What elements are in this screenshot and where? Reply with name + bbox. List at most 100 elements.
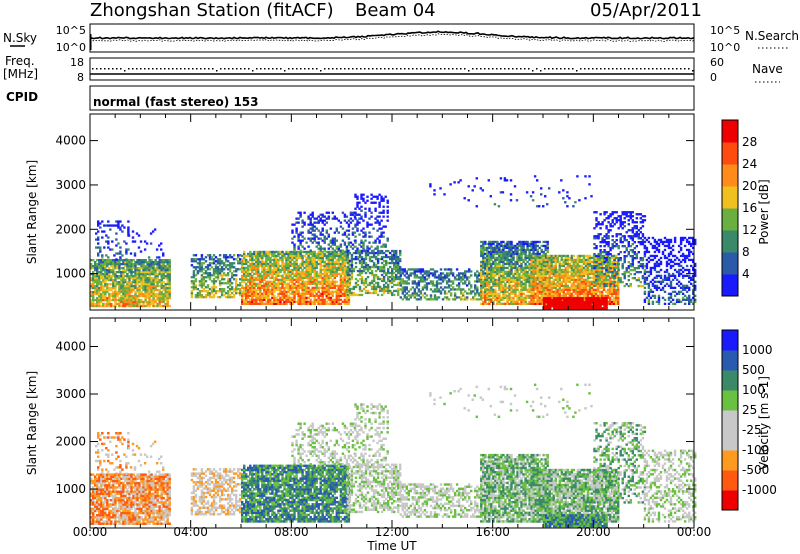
power-cell	[325, 264, 329, 268]
power-cell	[335, 294, 339, 297]
power-cell	[140, 283, 143, 286]
power-cell	[480, 280, 483, 283]
power-cell	[168, 259, 171, 262]
power-cell	[305, 280, 308, 283]
power-cell	[228, 264, 232, 267]
power-cell	[449, 280, 453, 283]
power-cell	[333, 217, 337, 220]
power-cell	[431, 284, 435, 287]
power-cell	[528, 290, 531, 293]
power-cell	[382, 245, 385, 248]
power-cell	[160, 292, 163, 296]
power-cell	[259, 256, 262, 260]
power-cell	[329, 260, 333, 264]
power-cell	[554, 282, 558, 285]
power-cell	[92, 267, 95, 270]
power-cell	[321, 278, 324, 281]
power-cell	[540, 282, 543, 285]
power-cell	[476, 280, 479, 283]
power-cell	[216, 290, 220, 293]
power-cell	[397, 283, 400, 287]
power-cell	[98, 279, 101, 282]
power-cell	[265, 264, 268, 268]
power-cell	[297, 266, 300, 270]
power-cell	[343, 288, 347, 291]
power-cell	[382, 285, 386, 289]
power-cell	[287, 274, 290, 277]
power-cell	[146, 271, 149, 274]
power-cell	[370, 201, 373, 204]
power-cell	[96, 263, 99, 266]
power-cell	[346, 257, 350, 261]
power-cell	[552, 278, 556, 281]
power-cell	[530, 272, 533, 276]
power-cell	[372, 291, 376, 295]
power-cell	[534, 254, 537, 258]
power-cell	[356, 205, 359, 208]
power-cell	[435, 296, 439, 299]
power-cell	[526, 278, 529, 281]
nave-dot	[104, 68, 106, 70]
power-cell	[285, 264, 288, 268]
nave-dot	[508, 68, 510, 70]
power-cell	[435, 280, 439, 283]
power-cell	[510, 276, 513, 279]
power-cell	[251, 286, 254, 289]
power-cell	[149, 232, 153, 235]
power-cell	[136, 261, 139, 264]
power-cell	[279, 274, 282, 277]
power-cell	[317, 282, 320, 285]
power-cell	[190, 296, 194, 299]
power-cell	[154, 300, 157, 304]
power-cell	[309, 298, 312, 301]
power-cell	[425, 286, 429, 289]
power-cell	[210, 256, 214, 259]
power-cell	[327, 266, 331, 270]
power-cell	[263, 282, 266, 285]
power-cell	[526, 276, 529, 279]
power-cell	[277, 298, 280, 301]
power-cell	[482, 240, 485, 244]
power-cell	[243, 258, 246, 262]
power-cell	[247, 296, 250, 299]
power-cell	[558, 286, 562, 289]
power-cell	[530, 242, 533, 246]
power-cell	[382, 265, 386, 269]
power-cell	[490, 242, 493, 246]
power-cell	[166, 296, 169, 300]
power-cell	[496, 266, 499, 270]
power-cell	[366, 283, 370, 287]
power-cell	[482, 266, 485, 270]
power-cell	[279, 292, 282, 295]
power-cell	[492, 280, 495, 283]
power-cell	[498, 292, 501, 295]
power-cell	[329, 292, 333, 295]
power-cell	[490, 248, 493, 252]
power-cell	[331, 239, 335, 242]
power-cell	[100, 281, 103, 284]
power-cell	[374, 239, 377, 242]
power-cell	[299, 231, 302, 234]
power-cell	[540, 294, 543, 297]
power-cell	[419, 290, 423, 293]
power-cell	[520, 268, 523, 272]
power-cell	[558, 276, 562, 279]
power-cell	[343, 278, 347, 281]
power-cell	[356, 279, 360, 283]
power-cell	[281, 274, 284, 277]
power-cell	[136, 273, 139, 276]
power-cell	[249, 300, 252, 303]
nave-dot	[620, 68, 622, 70]
power-cell	[119, 220, 122, 223]
power-cell	[506, 280, 509, 283]
power-cell	[265, 280, 268, 283]
power-cell	[132, 294, 135, 298]
power-cell	[500, 290, 503, 293]
power-cell	[382, 199, 385, 202]
power-cell	[116, 281, 119, 284]
power-cell	[235, 284, 238, 287]
power-cell	[281, 284, 284, 287]
power-cell	[343, 302, 347, 305]
power-cell	[351, 243, 355, 246]
power-cell	[309, 266, 312, 270]
